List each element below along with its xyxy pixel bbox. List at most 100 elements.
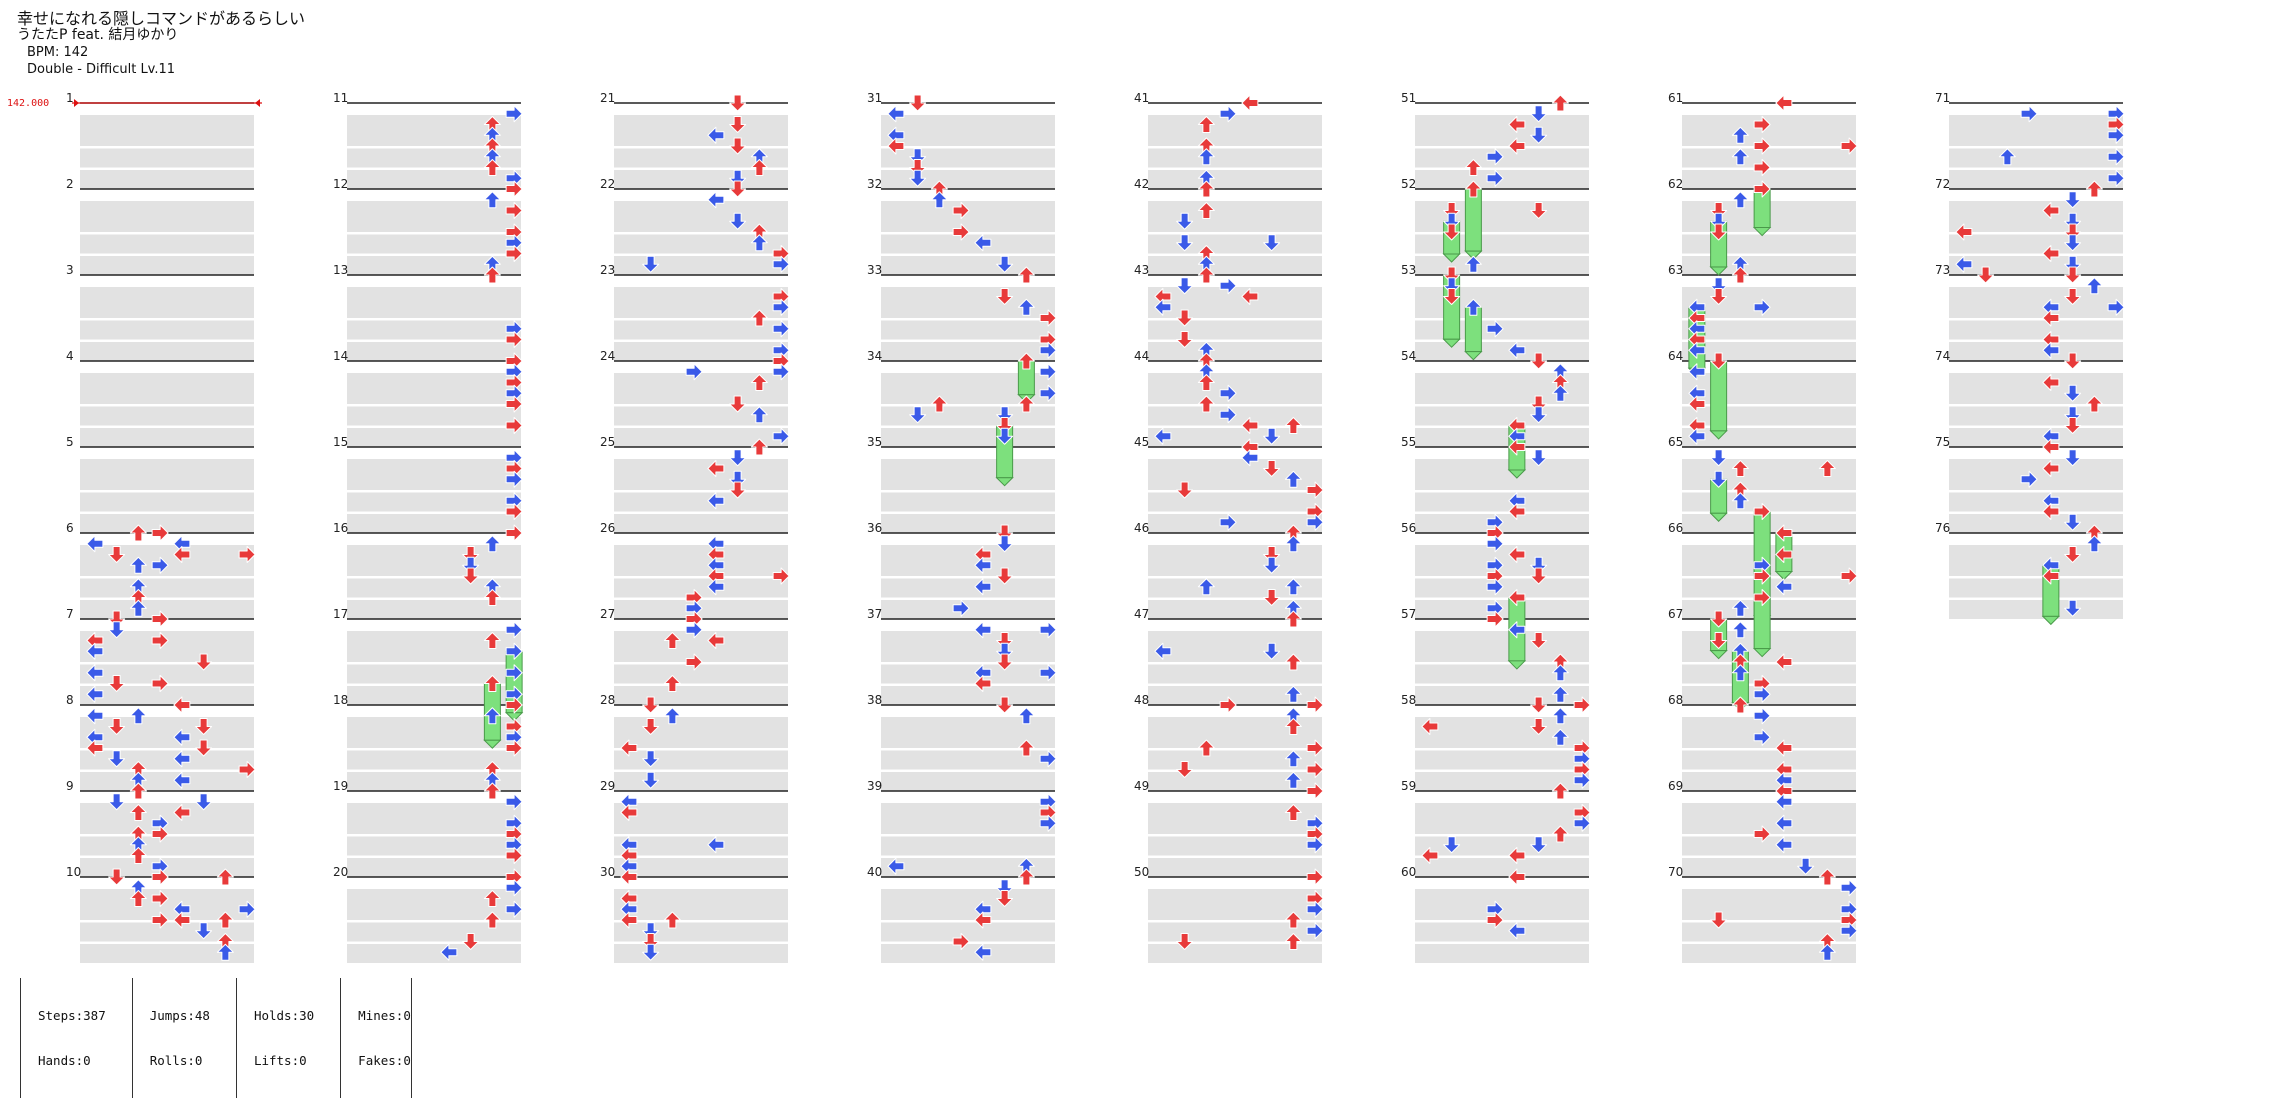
beat-band (347, 858, 521, 877)
measure-number: 50 (1134, 865, 1149, 879)
beat-band (614, 373, 788, 390)
measure-number: 22 (600, 177, 615, 191)
beat-band (80, 201, 254, 218)
beat-band (80, 342, 254, 361)
beat-band (881, 115, 1055, 132)
beat-band (80, 944, 254, 963)
beat-band (1148, 256, 1322, 275)
beat-band (1148, 201, 1322, 218)
beat-band (881, 803, 1055, 820)
beat-band (1415, 631, 1589, 648)
beat-band (614, 459, 788, 476)
measure-number: 28 (600, 693, 615, 707)
beat-band (1148, 428, 1322, 447)
arrow-down-icon (729, 94, 747, 112)
beat-band (80, 406, 254, 426)
measure-number: 56 (1401, 521, 1416, 535)
beat-band (80, 922, 254, 942)
beat-band (347, 201, 521, 218)
measure-number: 39 (867, 779, 882, 793)
stat-fakes: Fakes:0 (358, 1053, 411, 1068)
measure-number: 16 (333, 521, 348, 535)
beat-band (347, 115, 521, 132)
measure-number: 51 (1401, 91, 1416, 105)
beat-band (1148, 944, 1322, 963)
beat-band (614, 631, 788, 648)
stat-group-jumps: Jumps:48 Rolls:0 (131, 978, 236, 1098)
beat-band (1949, 545, 2123, 562)
beat-band (614, 717, 788, 734)
beat-band (614, 170, 788, 189)
beat-band (1949, 115, 2123, 132)
measure-number: 66 (1668, 521, 1683, 535)
beat-band (881, 836, 1055, 856)
beat-band (1682, 803, 1856, 820)
stat-holds: Holds:30 (253, 1008, 315, 1023)
beat-band (347, 514, 521, 533)
beat-band (1415, 545, 1589, 562)
hold-tail (1709, 430, 1728, 440)
beat-band (614, 234, 788, 254)
beat-band (80, 803, 254, 820)
measure-number: 54 (1401, 349, 1416, 363)
beat-band (80, 664, 254, 684)
beat-band (1682, 406, 1856, 426)
measure-number: 11 (333, 91, 348, 105)
beat-band (881, 428, 1055, 447)
measure-number: 62 (1668, 177, 1683, 191)
beat-band (881, 545, 1055, 562)
beat-band (1682, 256, 1856, 275)
bpm-info: BPM: 142 (27, 45, 89, 60)
beat-band (347, 772, 521, 791)
beat-band (347, 342, 521, 361)
measure-number: 72 (1935, 177, 1950, 191)
beat-band (1415, 492, 1589, 512)
measure-grid: 1234567891011121314151617181920212223242… (66, 91, 2123, 963)
beat-band (347, 148, 521, 168)
beat-band (614, 545, 788, 562)
hold-body (1710, 360, 1728, 432)
beat-band (881, 320, 1055, 340)
beat-band (1682, 889, 1856, 906)
measure-number: 43 (1134, 263, 1149, 277)
measure-number: 21 (600, 91, 615, 105)
measure-number: 25 (600, 435, 615, 449)
arrow-left-icon (1775, 94, 1793, 112)
beat-band (347, 170, 521, 189)
beat-band (1949, 428, 2123, 447)
beat-band (1415, 836, 1589, 856)
beat-band (80, 256, 254, 275)
beat-band (347, 492, 521, 512)
beat-band (1682, 750, 1856, 770)
beat-band (1682, 858, 1856, 877)
measure-number: 59 (1401, 779, 1416, 793)
beat-band (881, 858, 1055, 877)
beat-band (347, 803, 521, 820)
beat-band (1415, 889, 1589, 906)
beat-band (347, 578, 521, 598)
measure-number: 74 (1935, 349, 1950, 363)
beat-band (347, 428, 521, 447)
beat-band (347, 686, 521, 705)
measure-number: 3 (66, 263, 74, 277)
measure-number: 49 (1134, 779, 1149, 793)
beat-band (1148, 889, 1322, 906)
bpm-marker-label: 142.000 (7, 98, 49, 109)
beat-band (1949, 148, 2123, 168)
stat-jumps: Jumps:48 (149, 1008, 210, 1023)
beat-band (1148, 717, 1322, 734)
beat-band (614, 750, 788, 770)
arrow-down-icon (909, 94, 927, 112)
measure-number: 13 (333, 263, 348, 277)
beat-band (1148, 836, 1322, 856)
bpm-change-marker: 142.000 (7, 98, 49, 109)
measure-number: 29 (600, 779, 615, 793)
beat-band (881, 287, 1055, 304)
beat-band (1148, 170, 1322, 189)
beat-band (1415, 115, 1589, 132)
stat-group-holds: Holds:30 Lifts:0 (235, 978, 340, 1098)
beat-band (881, 631, 1055, 648)
beat-band (614, 320, 788, 340)
beat-band (1148, 922, 1322, 942)
beat-band (1949, 459, 2123, 476)
